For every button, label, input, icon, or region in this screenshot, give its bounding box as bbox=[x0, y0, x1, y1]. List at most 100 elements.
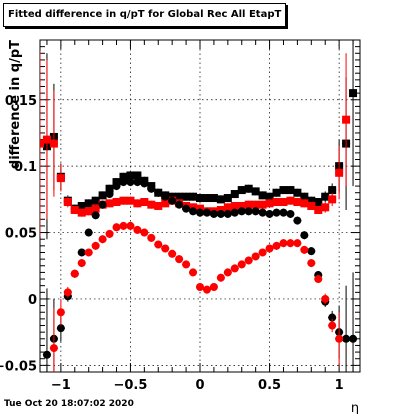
data-point-square bbox=[258, 200, 267, 209]
data-point-circle bbox=[196, 208, 204, 217]
data-point-square bbox=[84, 207, 93, 216]
data-point-square bbox=[70, 205, 79, 214]
data-point-circle bbox=[251, 207, 260, 216]
data-point-square bbox=[40, 139, 44, 148]
data-point-square bbox=[84, 199, 93, 208]
data-point-circle bbox=[126, 178, 135, 187]
data-point-square bbox=[119, 196, 128, 205]
data-point-circle bbox=[342, 334, 351, 343]
data-point-square bbox=[223, 194, 232, 203]
data-point-circle bbox=[105, 229, 114, 238]
data-point-circle bbox=[196, 283, 204, 292]
data-point-square bbox=[307, 196, 316, 205]
data-point-square bbox=[182, 192, 191, 201]
y-tick-label: 0.1 bbox=[14, 160, 37, 175]
data-point-square bbox=[272, 198, 281, 207]
data-point-circle bbox=[133, 225, 142, 234]
data-point-circle bbox=[300, 245, 309, 254]
data-point-square bbox=[77, 208, 86, 217]
data-point-square bbox=[175, 192, 184, 201]
data-point-circle bbox=[42, 350, 51, 359]
data-point-square bbox=[272, 188, 281, 197]
x-axis-label: η bbox=[351, 401, 359, 414]
data-point-circle bbox=[265, 244, 274, 253]
y-tick-label: 0 bbox=[28, 293, 37, 308]
data-point-circle bbox=[91, 241, 100, 250]
data-point-square bbox=[300, 192, 309, 201]
data-point-square bbox=[265, 199, 274, 208]
data-point-circle bbox=[175, 255, 184, 264]
data-point-circle bbox=[237, 207, 246, 216]
data-point-circle bbox=[230, 208, 239, 217]
data-point-square bbox=[265, 192, 274, 201]
data-point-square bbox=[216, 195, 225, 204]
data-point-circle bbox=[112, 182, 121, 191]
data-point-square bbox=[279, 186, 288, 195]
data-point-square bbox=[196, 194, 204, 203]
data-point-square bbox=[147, 200, 156, 209]
chart-title: Fitted difference in q/pT for Global Rec… bbox=[3, 3, 287, 27]
y-tick-label: 0.05 bbox=[5, 227, 37, 242]
data-point-square bbox=[237, 202, 246, 210]
data-point-square bbox=[154, 202, 163, 210]
data-point-square bbox=[42, 135, 51, 144]
data-point-square bbox=[293, 188, 302, 197]
data-point-square bbox=[286, 186, 295, 195]
data-point-circle bbox=[112, 223, 121, 232]
timestamp: Tue Oct 20 18:07:02 2020 bbox=[4, 399, 134, 409]
data-point-square bbox=[140, 198, 149, 207]
x-tick-label: 0.5 bbox=[258, 378, 281, 393]
data-point-circle bbox=[182, 204, 191, 213]
data-point-circle bbox=[84, 228, 93, 237]
data-point-circle bbox=[293, 216, 302, 225]
data-point-circle bbox=[77, 248, 86, 257]
data-point-square bbox=[161, 199, 170, 208]
data-point-square bbox=[307, 202, 316, 210]
data-point-circle bbox=[202, 208, 211, 217]
data-point-circle bbox=[293, 239, 302, 248]
data-point-circle bbox=[216, 209, 225, 218]
data-point-circle bbox=[70, 269, 79, 278]
data-point-circle bbox=[251, 252, 260, 261]
data-point-square bbox=[105, 199, 114, 208]
data-point-circle bbox=[307, 247, 316, 256]
data-point-square bbox=[112, 198, 121, 207]
data-point-square bbox=[91, 204, 100, 213]
data-point-circle bbox=[321, 294, 330, 303]
data-point-circle bbox=[119, 221, 128, 230]
data-point-square bbox=[105, 184, 114, 193]
data-point-square bbox=[49, 139, 58, 148]
data-point-square bbox=[258, 191, 267, 200]
data-point-square bbox=[126, 196, 135, 205]
data-point-circle bbox=[230, 264, 239, 273]
data-point-circle bbox=[202, 285, 211, 294]
data-point-square bbox=[237, 186, 246, 195]
data-point-square bbox=[342, 115, 351, 124]
data-point-circle bbox=[216, 273, 225, 282]
data-point-circle bbox=[335, 334, 344, 343]
data-point-circle bbox=[56, 324, 65, 333]
data-point-circle bbox=[286, 239, 295, 248]
data-point-circle bbox=[49, 344, 58, 353]
x-tick-label: 1 bbox=[335, 378, 344, 393]
data-point-square bbox=[335, 168, 344, 177]
y-tick-label: 0.15 bbox=[5, 94, 37, 109]
data-point-circle bbox=[161, 192, 170, 201]
data-point-circle bbox=[328, 321, 337, 330]
plot-area bbox=[40, 40, 358, 372]
data-point-square bbox=[223, 203, 232, 212]
data-point-circle bbox=[258, 248, 267, 257]
data-point-circle bbox=[223, 209, 232, 218]
data-point-circle bbox=[182, 260, 191, 269]
data-point-circle bbox=[189, 268, 198, 277]
data-point-circle bbox=[98, 200, 107, 209]
data-point-square bbox=[279, 198, 288, 207]
data-point-circle bbox=[126, 221, 135, 230]
y-axis-label: difference in q/pT bbox=[8, 40, 23, 169]
data-point-circle bbox=[84, 248, 93, 257]
data-point-square bbox=[56, 174, 65, 183]
data-point-square bbox=[209, 194, 218, 203]
data-point-square bbox=[293, 198, 302, 207]
data-point-circle bbox=[133, 178, 142, 187]
